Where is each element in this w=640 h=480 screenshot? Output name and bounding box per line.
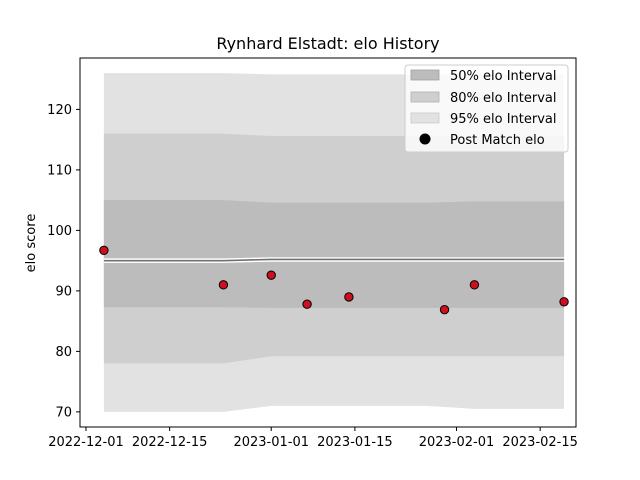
legend-label-50: 50% elo Interval (450, 69, 557, 84)
y-tick-label: 90 (55, 284, 72, 299)
plot-frame (79, 57, 577, 428)
median-line (103, 258, 565, 262)
post-match-point (344, 292, 354, 302)
x-axis-ticks: 2022-12-01 2022-12-15 2023-01-01 2023-01-15… (48, 427, 578, 450)
post-match-point (439, 304, 450, 315)
x-tick-label: 2023-02-01 (419, 435, 495, 450)
legend-label-80: 80% elo Interval (450, 91, 557, 106)
y-tick-label: 80 (55, 345, 72, 360)
legend-label-95: 95% elo Interval (450, 112, 557, 127)
y-tick-label: 110 (47, 163, 72, 178)
legend-label-post-match: Post Match elo (450, 133, 545, 148)
x-tick-label: 2023-01-01 (233, 435, 309, 450)
post-match-point (266, 270, 276, 280)
legend-marker-post-match (419, 133, 431, 145)
x-tick-label: 2022-12-15 (132, 435, 208, 450)
y-axis-label: elo score (24, 214, 39, 273)
post-match-point (218, 280, 229, 290)
legend-swatch-95 (410, 112, 440, 124)
legend-swatch-50 (410, 69, 440, 81)
x-tick-label: 2023-02-15 (502, 435, 578, 450)
post-match-point (559, 297, 569, 307)
chart-title: Rynhard Elstadt: elo History (216, 34, 439, 53)
x-tick-label: 2023-01-15 (317, 435, 393, 450)
y-tick-label: 100 (47, 224, 72, 239)
legend-swatch-80 (410, 91, 440, 103)
post-match-point (99, 245, 109, 256)
interval-bands (103, 73, 565, 412)
median-elo-line (103, 257, 565, 263)
y-tick-label: 120 (47, 103, 72, 118)
post-match-point (469, 280, 480, 290)
y-tick-label: 70 (55, 405, 72, 420)
legend: 50% elo Interval 80% elo Interval 95% el… (404, 64, 569, 153)
legend-box (404, 64, 569, 153)
x-tick-label: 2022-12-01 (48, 435, 124, 450)
interval-band-2 (103, 200, 565, 308)
post-match-point (302, 299, 312, 309)
post-match-points (99, 245, 569, 315)
y-axis-ticks: 70 80 90 100 110 120 (47, 103, 80, 420)
